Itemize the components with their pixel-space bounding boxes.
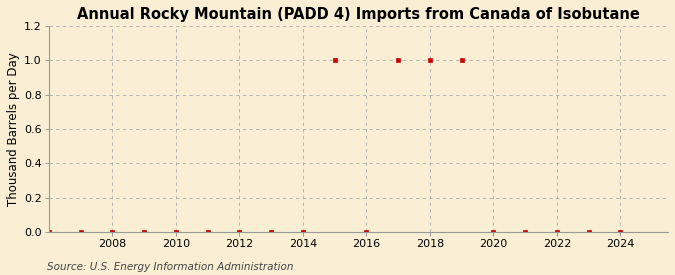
Title: Annual Rocky Mountain (PADD 4) Imports from Canada of Isobutane: Annual Rocky Mountain (PADD 4) Imports f… xyxy=(77,7,640,22)
Y-axis label: Thousand Barrels per Day: Thousand Barrels per Day xyxy=(7,52,20,206)
Text: Source: U.S. Energy Information Administration: Source: U.S. Energy Information Administ… xyxy=(47,262,294,272)
